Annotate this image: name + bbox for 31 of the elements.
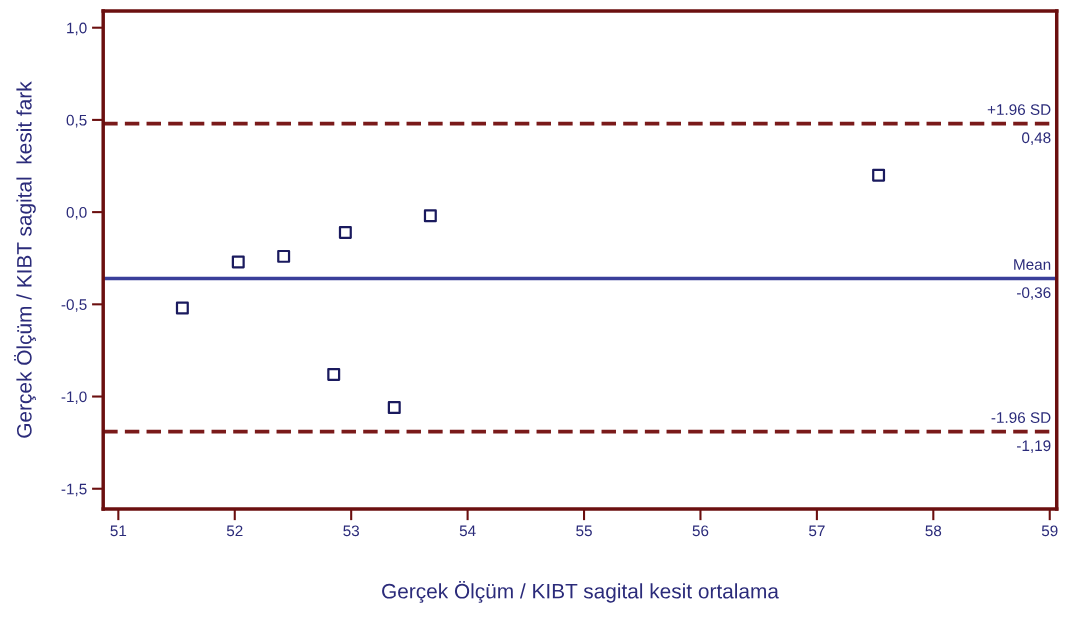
- x-tick-label: 58: [925, 525, 942, 537]
- point: [175, 301, 189, 315]
- point: [277, 249, 291, 263]
- point: [423, 209, 437, 223]
- point: [338, 225, 352, 239]
- ref-line-label: -1.96 SD: [991, 412, 1051, 423]
- x-tick-label: 59: [1041, 525, 1058, 537]
- x-tick-label: 53: [343, 525, 360, 537]
- x-tick-label: 57: [809, 525, 825, 537]
- y-tick-label: 1,0: [67, 22, 87, 36]
- ref-line-label: +1.96 SD: [987, 104, 1051, 116]
- annotation: -0,36: [1017, 287, 1051, 300]
- point: [327, 367, 341, 381]
- annotation: -1,19: [1017, 440, 1051, 453]
- x-tick-label: 55: [576, 525, 592, 537]
- ref-line-label: Mean: [1014, 259, 1051, 270]
- y-tick-label: 0,0: [66, 206, 87, 220]
- x-tick-label: 54: [459, 525, 476, 537]
- y-axis-title: Gerçek Ölçüm / KIBT sagital kesit fark: [14, 81, 36, 438]
- annotation: 0,48: [1022, 132, 1051, 145]
- point: [872, 168, 886, 182]
- x-tick-label: 52: [226, 525, 243, 537]
- point: [231, 255, 245, 269]
- y-tick-label: -0,5: [61, 299, 87, 312]
- x-tick-label: 51: [110, 525, 127, 537]
- y-tick-label: -1,5: [61, 483, 87, 497]
- y-tick-label: 0,5: [66, 114, 87, 128]
- point: [387, 401, 401, 415]
- y-tick-label: -1,0: [61, 391, 87, 405]
- x-tick-label: 56: [692, 525, 709, 537]
- x-axis-title: Gerçek Ölçüm / KIBT sagital kesit ortalama: [382, 580, 779, 603]
